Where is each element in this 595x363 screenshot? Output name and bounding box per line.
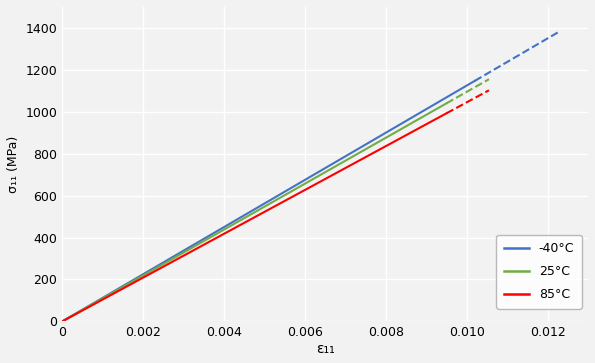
X-axis label: ε₁₁: ε₁₁ [316,342,334,356]
Y-axis label: σ₁₁ (MPa): σ₁₁ (MPa) [7,135,20,193]
Legend: -40°C, 25°C, 85°C: -40°C, 25°C, 85°C [496,235,582,309]
